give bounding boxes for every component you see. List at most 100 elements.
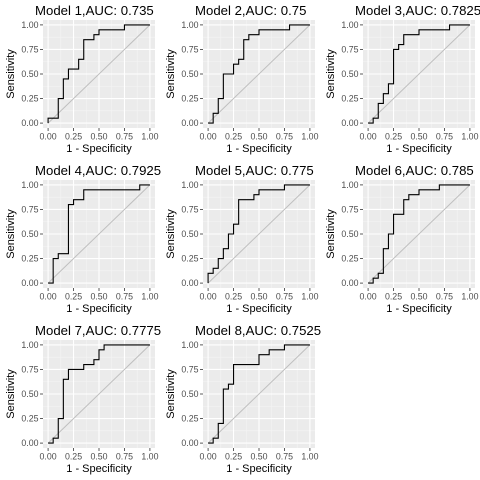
roc-curve <box>368 184 470 284</box>
chart-title: Model 2,AUC: 0.75 <box>195 3 306 18</box>
y-tick-label: 1.00 <box>181 180 198 190</box>
roc-curve <box>48 184 150 284</box>
y-axis-label: Sensitivity <box>325 209 337 259</box>
chart-panel-4: 0.00 0.25 0.50 0.75 1.00 0.00 0.25 0.50 0.75 1.00… <box>5 163 161 315</box>
y-tick-label: 0.50 <box>181 229 198 239</box>
y-axis-label: Sensitivity <box>325 49 337 99</box>
x-tick-label: 0.50 <box>90 292 107 302</box>
y-tick-label: 0.50 <box>21 69 38 79</box>
roc-curve <box>48 344 150 444</box>
x-tick-label: 0.75 <box>116 132 133 142</box>
roc-curve <box>368 24 470 124</box>
x-tick-label: 0.00 <box>40 292 57 302</box>
y-axis-label: Sensitivity <box>5 49 17 99</box>
y-tick-label: 0.75 <box>341 204 358 214</box>
diagonal-reference-line <box>207 184 311 284</box>
chart-panel-7: 0.00 0.25 0.50 0.75 1.00 0.00 0.25 0.50 0.75 1.00… <box>5 323 161 475</box>
y-tick-label: 0.75 <box>21 364 38 374</box>
diagonal-reference-line <box>367 184 471 284</box>
x-axis-label: 1 - Specificity <box>226 143 292 155</box>
x-tick-label: 0.25 <box>225 292 242 302</box>
y-tick-label: 1.00 <box>181 20 198 30</box>
x-tick-label: 1.00 <box>301 292 318 302</box>
chart-panel-6: 0.00 0.25 0.50 0.75 1.00 0.00 0.25 0.50 0.75 1.00… <box>325 163 479 315</box>
y-tick-label: 0.25 <box>181 94 198 104</box>
roc-curve <box>207 184 310 284</box>
x-tick-label: 0.50 <box>90 452 107 462</box>
x-axis-label: 1 - Specificity <box>386 303 452 315</box>
x-tick-label: 0.75 <box>436 132 453 142</box>
x-axis-label: 1 - Specificity <box>226 303 292 315</box>
roc-curve <box>47 24 150 124</box>
y-tick-label: 1.00 <box>341 20 358 30</box>
x-tick-label: 0.25 <box>225 132 242 142</box>
chart-title: Model 7,AUC: 0.7775 <box>35 323 161 338</box>
x-tick-label: 1.00 <box>141 132 158 142</box>
x-tick-label: 1.00 <box>141 292 158 302</box>
chart-title: Model 3,AUC: 0.7825 <box>355 3 480 18</box>
x-tick-label: 0.25 <box>65 292 82 302</box>
x-tick-label: 0.00 <box>200 292 217 302</box>
y-tick-label: 0.00 <box>341 278 358 288</box>
x-axis-label: 1 - Specificity <box>66 463 132 475</box>
y-tick-label: 0.25 <box>21 414 38 424</box>
y-tick-label: 0.25 <box>21 254 38 264</box>
y-tick-label: 0.00 <box>181 438 198 448</box>
y-tick-label: 1.00 <box>181 340 198 350</box>
x-tick-label: 1.00 <box>461 132 478 142</box>
y-tick-label: 0.75 <box>181 44 198 54</box>
y-axis-label: Sensitivity <box>5 369 17 419</box>
y-tick-label: 0.00 <box>341 118 358 128</box>
x-tick-label: 1.00 <box>301 452 318 462</box>
x-tick-label: 0.00 <box>40 132 57 142</box>
y-tick-label: 0.75 <box>181 204 198 214</box>
y-tick-label: 0.50 <box>21 389 38 399</box>
y-tick-label: 0.75 <box>181 364 198 374</box>
y-axis-label: Sensitivity <box>165 369 177 419</box>
y-tick-label: 1.00 <box>21 340 38 350</box>
y-tick-label: 0.25 <box>341 94 358 104</box>
y-tick-label: 0.50 <box>341 229 358 239</box>
chart-title: Model 1,AUC: 0.735 <box>35 3 154 18</box>
x-tick-label: 0.25 <box>385 292 402 302</box>
chart-title: Model 5,AUC: 0.775 <box>195 163 314 178</box>
y-tick-label: 0.00 <box>21 438 38 448</box>
y-tick-label: 0.00 <box>181 278 198 288</box>
x-tick-label: 0.25 <box>385 132 402 142</box>
x-tick-label: 0.25 <box>65 452 82 462</box>
chart-title: Model 6,AUC: 0.785 <box>355 163 474 178</box>
y-tick-label: 0.50 <box>181 389 198 399</box>
y-tick-label: 0.75 <box>341 44 358 54</box>
x-tick-label: 0.75 <box>276 452 293 462</box>
diagonal-reference-line <box>207 344 311 444</box>
chart-title: Model 8,AUC: 0.7525 <box>195 323 321 338</box>
diagonal-reference-line <box>207 24 311 124</box>
x-tick-label: 0.50 <box>250 132 267 142</box>
x-axis-label: 1 - Specificity <box>66 303 132 315</box>
y-tick-label: 0.75 <box>21 204 38 214</box>
y-axis-label: Sensitivity <box>165 49 177 99</box>
x-tick-label: 1.00 <box>141 452 158 462</box>
x-tick-label: 0.75 <box>116 292 133 302</box>
chart-panel-2: 0.00 0.25 0.50 0.75 1.00 0.00 0.25 0.50 0.75 1.00… <box>165 3 319 155</box>
x-tick-label: 0.00 <box>40 452 57 462</box>
y-tick-label: 0.25 <box>21 94 38 104</box>
diagonal-reference-line <box>47 24 151 124</box>
x-tick-label: 1.00 <box>461 292 478 302</box>
x-tick-label: 0.50 <box>410 132 427 142</box>
x-tick-label: 0.00 <box>360 292 377 302</box>
x-tick-label: 0.00 <box>360 132 377 142</box>
x-tick-label: 0.75 <box>276 132 293 142</box>
y-tick-label: 0.25 <box>181 254 198 264</box>
x-tick-label: 0.75 <box>436 292 453 302</box>
x-tick-label: 0.50 <box>250 292 267 302</box>
x-tick-label: 0.50 <box>250 452 267 462</box>
diagonal-reference-line <box>367 24 471 124</box>
x-axis-label: 1 - Specificity <box>66 143 132 155</box>
roc-curve <box>208 344 310 444</box>
y-tick-label: 0.50 <box>341 69 358 79</box>
x-axis-label: 1 - Specificity <box>226 463 292 475</box>
x-tick-label: 0.50 <box>410 292 427 302</box>
x-tick-label: 0.75 <box>116 452 133 462</box>
